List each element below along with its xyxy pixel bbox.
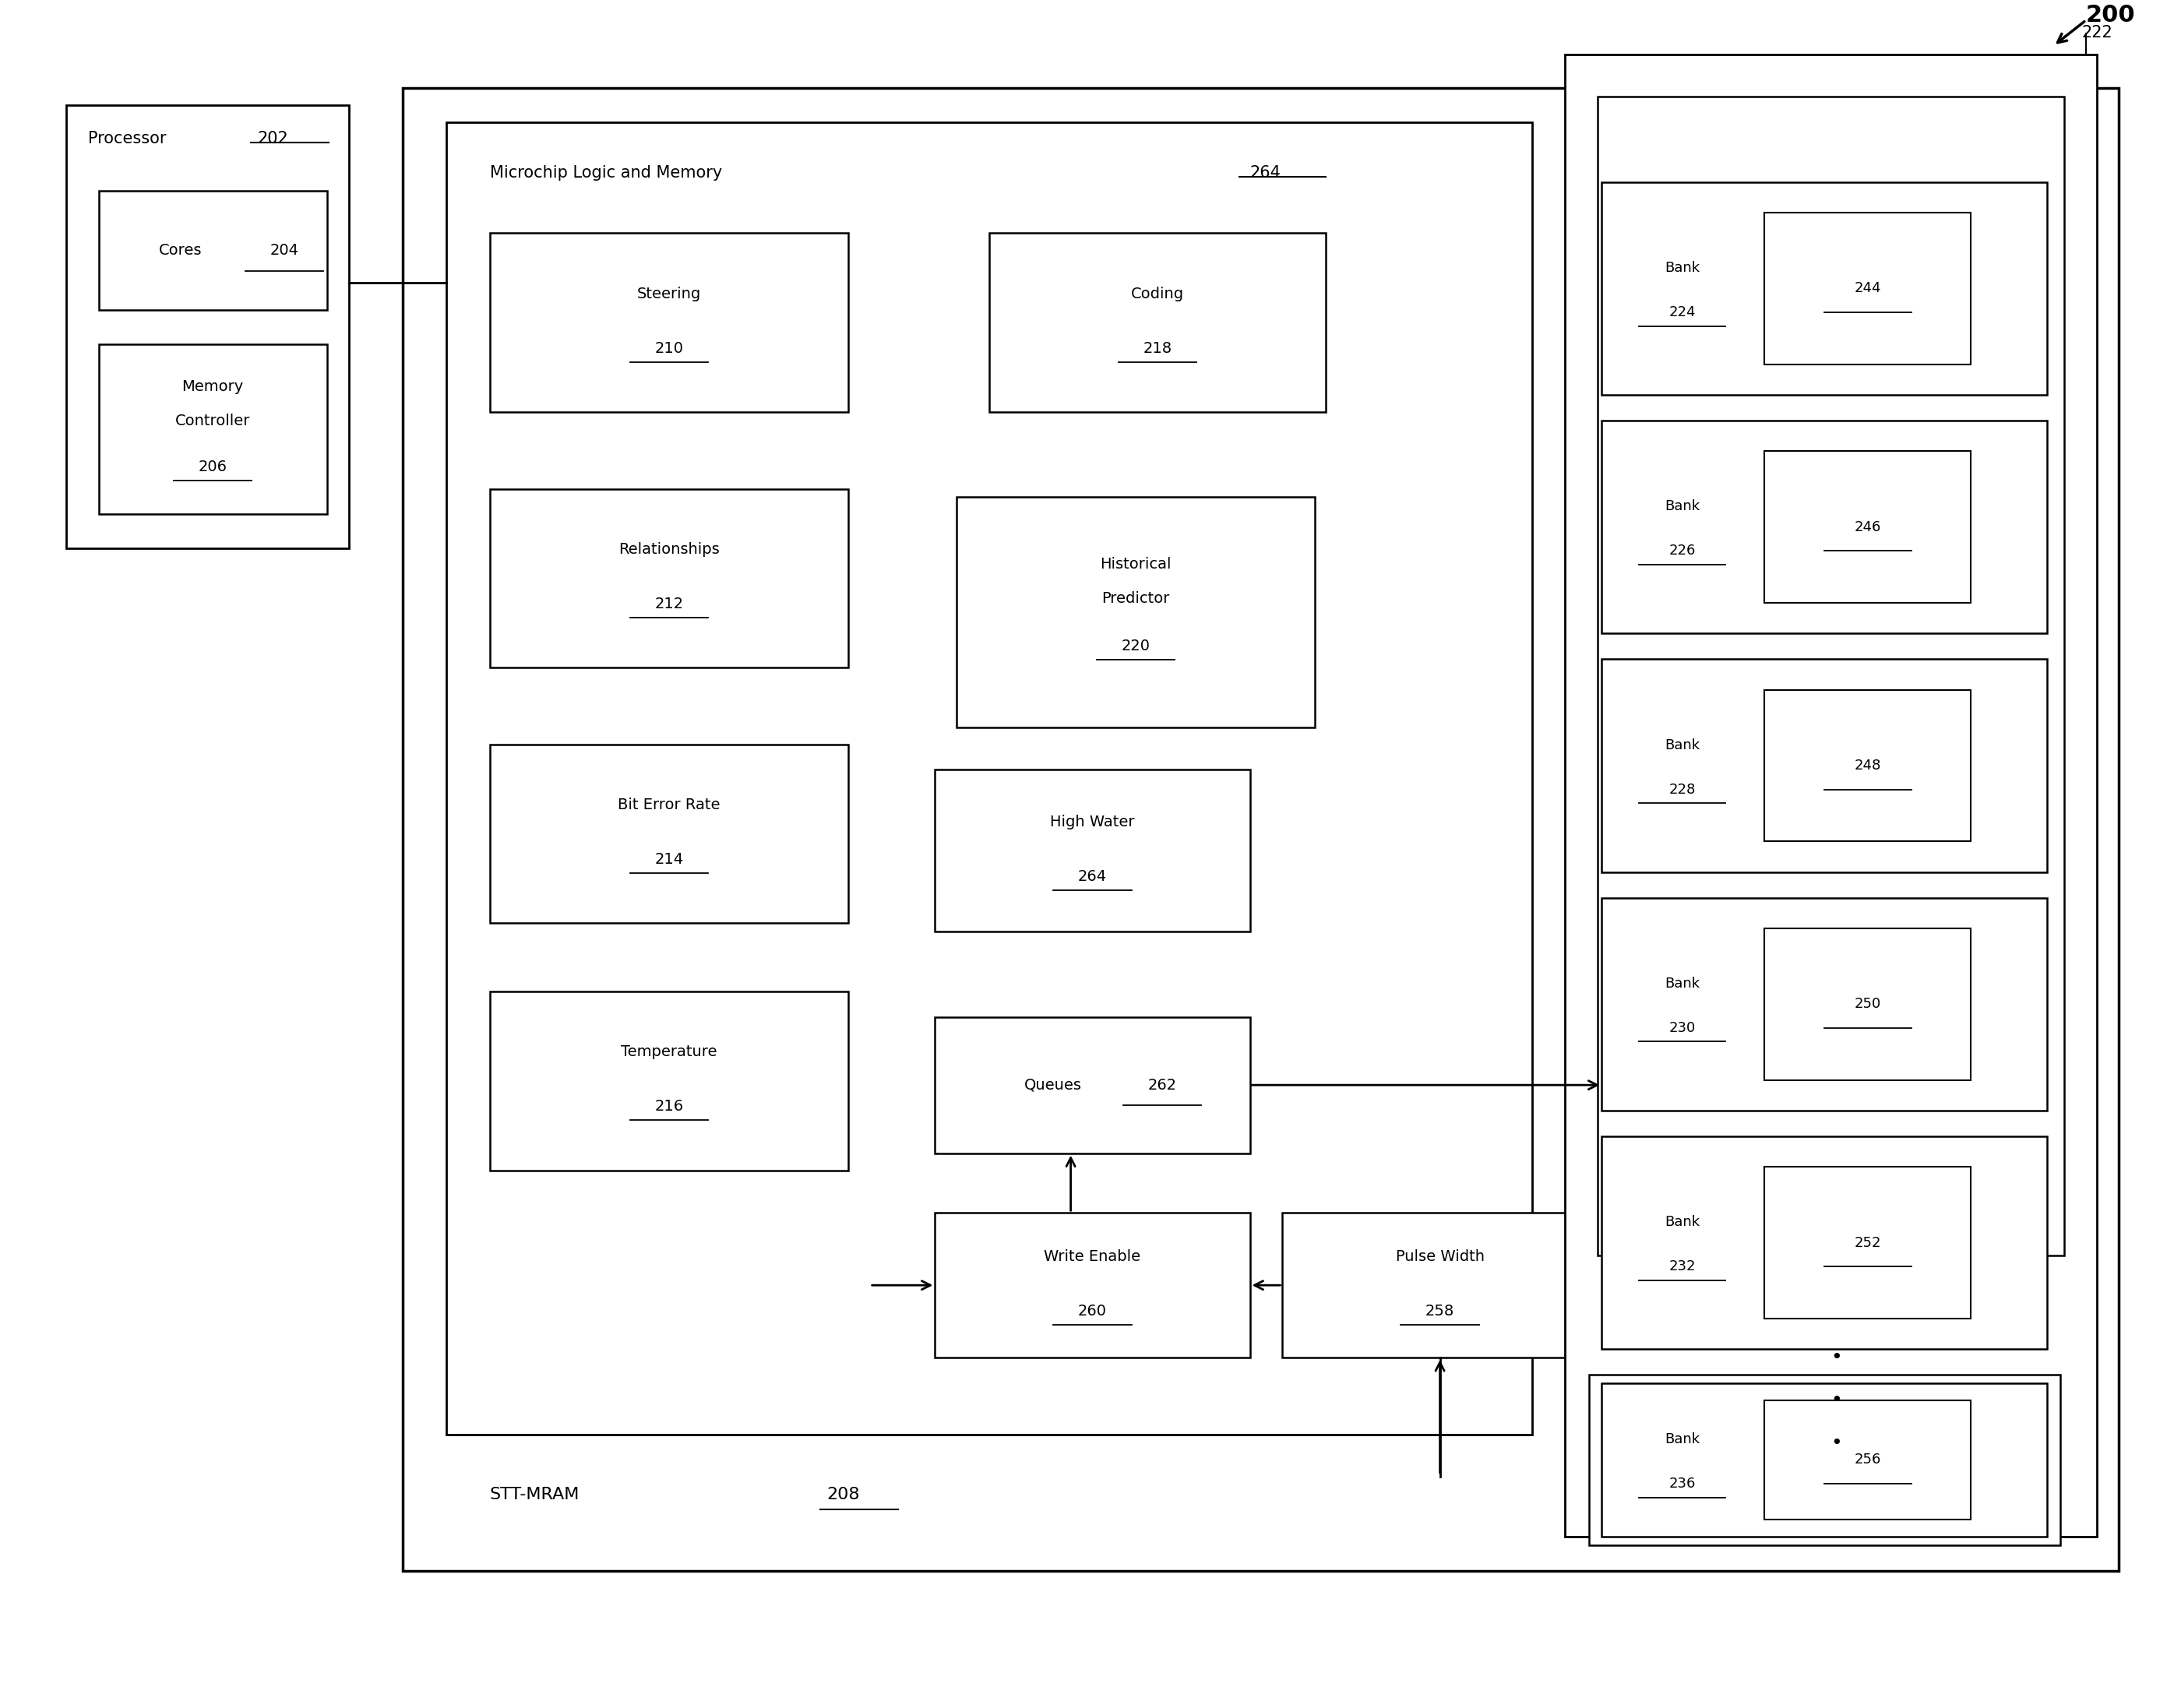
Text: 204: 204 [270,243,298,258]
Text: 258: 258 [1426,1303,1454,1319]
Text: STT-MRAM: STT-MRAM [489,1488,580,1503]
Text: 210: 210 [654,342,683,355]
FancyBboxPatch shape [1602,1383,2048,1537]
Text: 200: 200 [2087,3,2135,26]
Text: Cores: Cores [159,243,202,258]
Text: 256: 256 [1854,1454,1881,1467]
Text: Relationships: Relationships [617,541,720,557]
Text: Pulse Width: Pulse Width [1396,1249,1485,1264]
FancyBboxPatch shape [402,89,2120,1571]
FancyBboxPatch shape [489,745,848,924]
Text: Historical: Historical [1100,557,1172,572]
Text: Bit Error Rate: Bit Error Rate [617,798,720,813]
Text: Temperature: Temperature [622,1044,717,1059]
FancyBboxPatch shape [1598,97,2065,1255]
Text: Processor: Processor [87,132,165,147]
Text: 216: 216 [654,1098,683,1114]
FancyBboxPatch shape [935,770,1250,931]
FancyBboxPatch shape [1602,659,2048,873]
Text: 230: 230 [1670,1021,1696,1035]
FancyBboxPatch shape [1765,1401,1972,1520]
Text: Memory: Memory [183,379,243,395]
Text: 246: 246 [1854,519,1881,535]
FancyBboxPatch shape [1565,55,2098,1537]
FancyBboxPatch shape [98,191,326,309]
Text: 212: 212 [654,596,683,611]
Text: Bank: Bank [1665,500,1700,514]
Text: 218: 218 [1144,342,1172,355]
FancyBboxPatch shape [489,234,848,412]
Text: 232: 232 [1670,1259,1696,1274]
Text: 264: 264 [1250,166,1280,181]
FancyBboxPatch shape [989,234,1326,412]
Text: Bank: Bank [1665,1214,1700,1230]
Text: 262: 262 [1148,1078,1176,1093]
Text: Steering: Steering [637,287,700,301]
Text: Write Enable: Write Enable [1044,1249,1141,1264]
FancyBboxPatch shape [1602,183,2048,395]
FancyBboxPatch shape [1765,451,1972,603]
FancyBboxPatch shape [446,123,1533,1435]
Text: 252: 252 [1854,1235,1881,1250]
Text: Bank: Bank [1665,977,1700,991]
Text: 228: 228 [1670,782,1696,796]
Text: 202: 202 [257,132,289,147]
Text: 244: 244 [1854,282,1881,295]
FancyBboxPatch shape [1589,1375,2061,1546]
FancyBboxPatch shape [1602,420,2048,634]
Text: 224: 224 [1670,306,1696,319]
Text: Queues: Queues [1024,1078,1083,1093]
FancyBboxPatch shape [1765,214,1972,364]
Text: 226: 226 [1670,543,1696,559]
Text: Controller: Controller [176,413,250,429]
FancyBboxPatch shape [935,1016,1250,1153]
Text: 264: 264 [1078,869,1107,883]
Text: 236: 236 [1670,1477,1696,1491]
Text: Bank: Bank [1665,738,1700,752]
FancyBboxPatch shape [489,991,848,1170]
Text: 206: 206 [198,459,228,475]
FancyBboxPatch shape [489,488,848,668]
Text: Predictor: Predictor [1102,591,1170,606]
Text: •: • [1831,1433,1841,1452]
Text: 220: 220 [1122,639,1150,654]
FancyBboxPatch shape [957,497,1315,728]
Text: 214: 214 [654,852,683,866]
FancyBboxPatch shape [1765,690,1972,842]
Text: 250: 250 [1854,997,1881,1011]
Text: •: • [1831,1348,1841,1366]
FancyBboxPatch shape [65,106,348,548]
Text: High Water: High Water [1050,815,1135,828]
FancyBboxPatch shape [98,343,326,514]
FancyBboxPatch shape [1765,1167,1972,1319]
FancyBboxPatch shape [1602,1136,2048,1349]
Text: Microchip Logic and Memory: Microchip Logic and Memory [489,166,722,181]
Text: 222: 222 [2083,26,2113,41]
Text: 260: 260 [1078,1303,1107,1319]
FancyBboxPatch shape [1283,1213,1598,1358]
Text: Bank: Bank [1665,1433,1700,1447]
FancyBboxPatch shape [1602,898,2048,1110]
Text: Coding: Coding [1130,287,1185,301]
Text: Bank: Bank [1665,261,1700,275]
Text: 208: 208 [826,1488,859,1503]
FancyBboxPatch shape [1765,929,1972,1079]
Text: 248: 248 [1854,758,1881,772]
Text: •: • [1831,1390,1841,1409]
FancyBboxPatch shape [935,1213,1250,1358]
